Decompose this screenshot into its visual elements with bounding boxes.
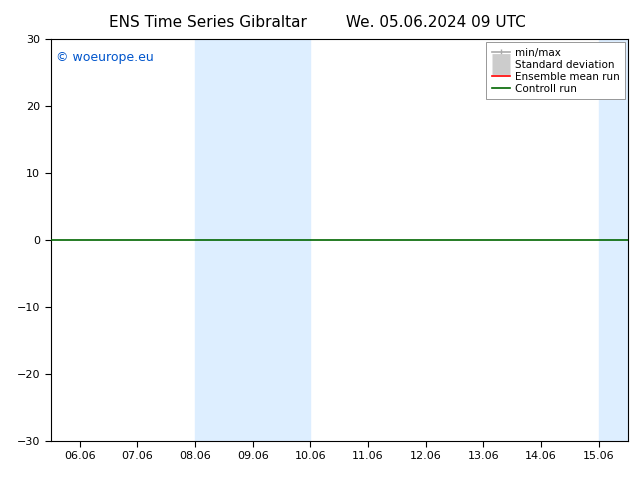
Text: ENS Time Series Gibraltar        We. 05.06.2024 09 UTC: ENS Time Series Gibraltar We. 05.06.2024… — [108, 15, 526, 30]
Text: © woeurope.eu: © woeurope.eu — [56, 51, 154, 64]
Bar — [252, 39, 311, 441]
Legend: min/max, Standard deviation, Ensemble mean run, Controll run: min/max, Standard deviation, Ensemble me… — [486, 42, 624, 99]
Bar — [195, 39, 252, 441]
Bar — [598, 39, 634, 441]
